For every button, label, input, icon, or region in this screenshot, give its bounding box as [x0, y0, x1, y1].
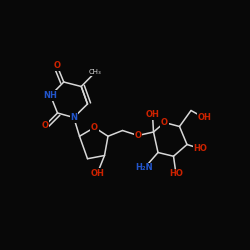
Text: N: N: [70, 113, 77, 122]
Text: OH: OH: [198, 114, 211, 122]
Text: O: O: [134, 131, 141, 140]
Text: HO: HO: [169, 169, 183, 178]
Text: H₂N: H₂N: [136, 164, 153, 172]
Text: CH₃: CH₃: [88, 70, 102, 75]
Text: OH: OH: [90, 168, 104, 177]
Text: O: O: [54, 61, 60, 70]
Text: NH: NH: [44, 91, 58, 100]
Text: O: O: [42, 121, 48, 130]
Text: OH: OH: [146, 110, 160, 119]
Text: HO: HO: [194, 144, 207, 153]
Text: O: O: [91, 123, 98, 132]
Text: O: O: [161, 118, 168, 127]
